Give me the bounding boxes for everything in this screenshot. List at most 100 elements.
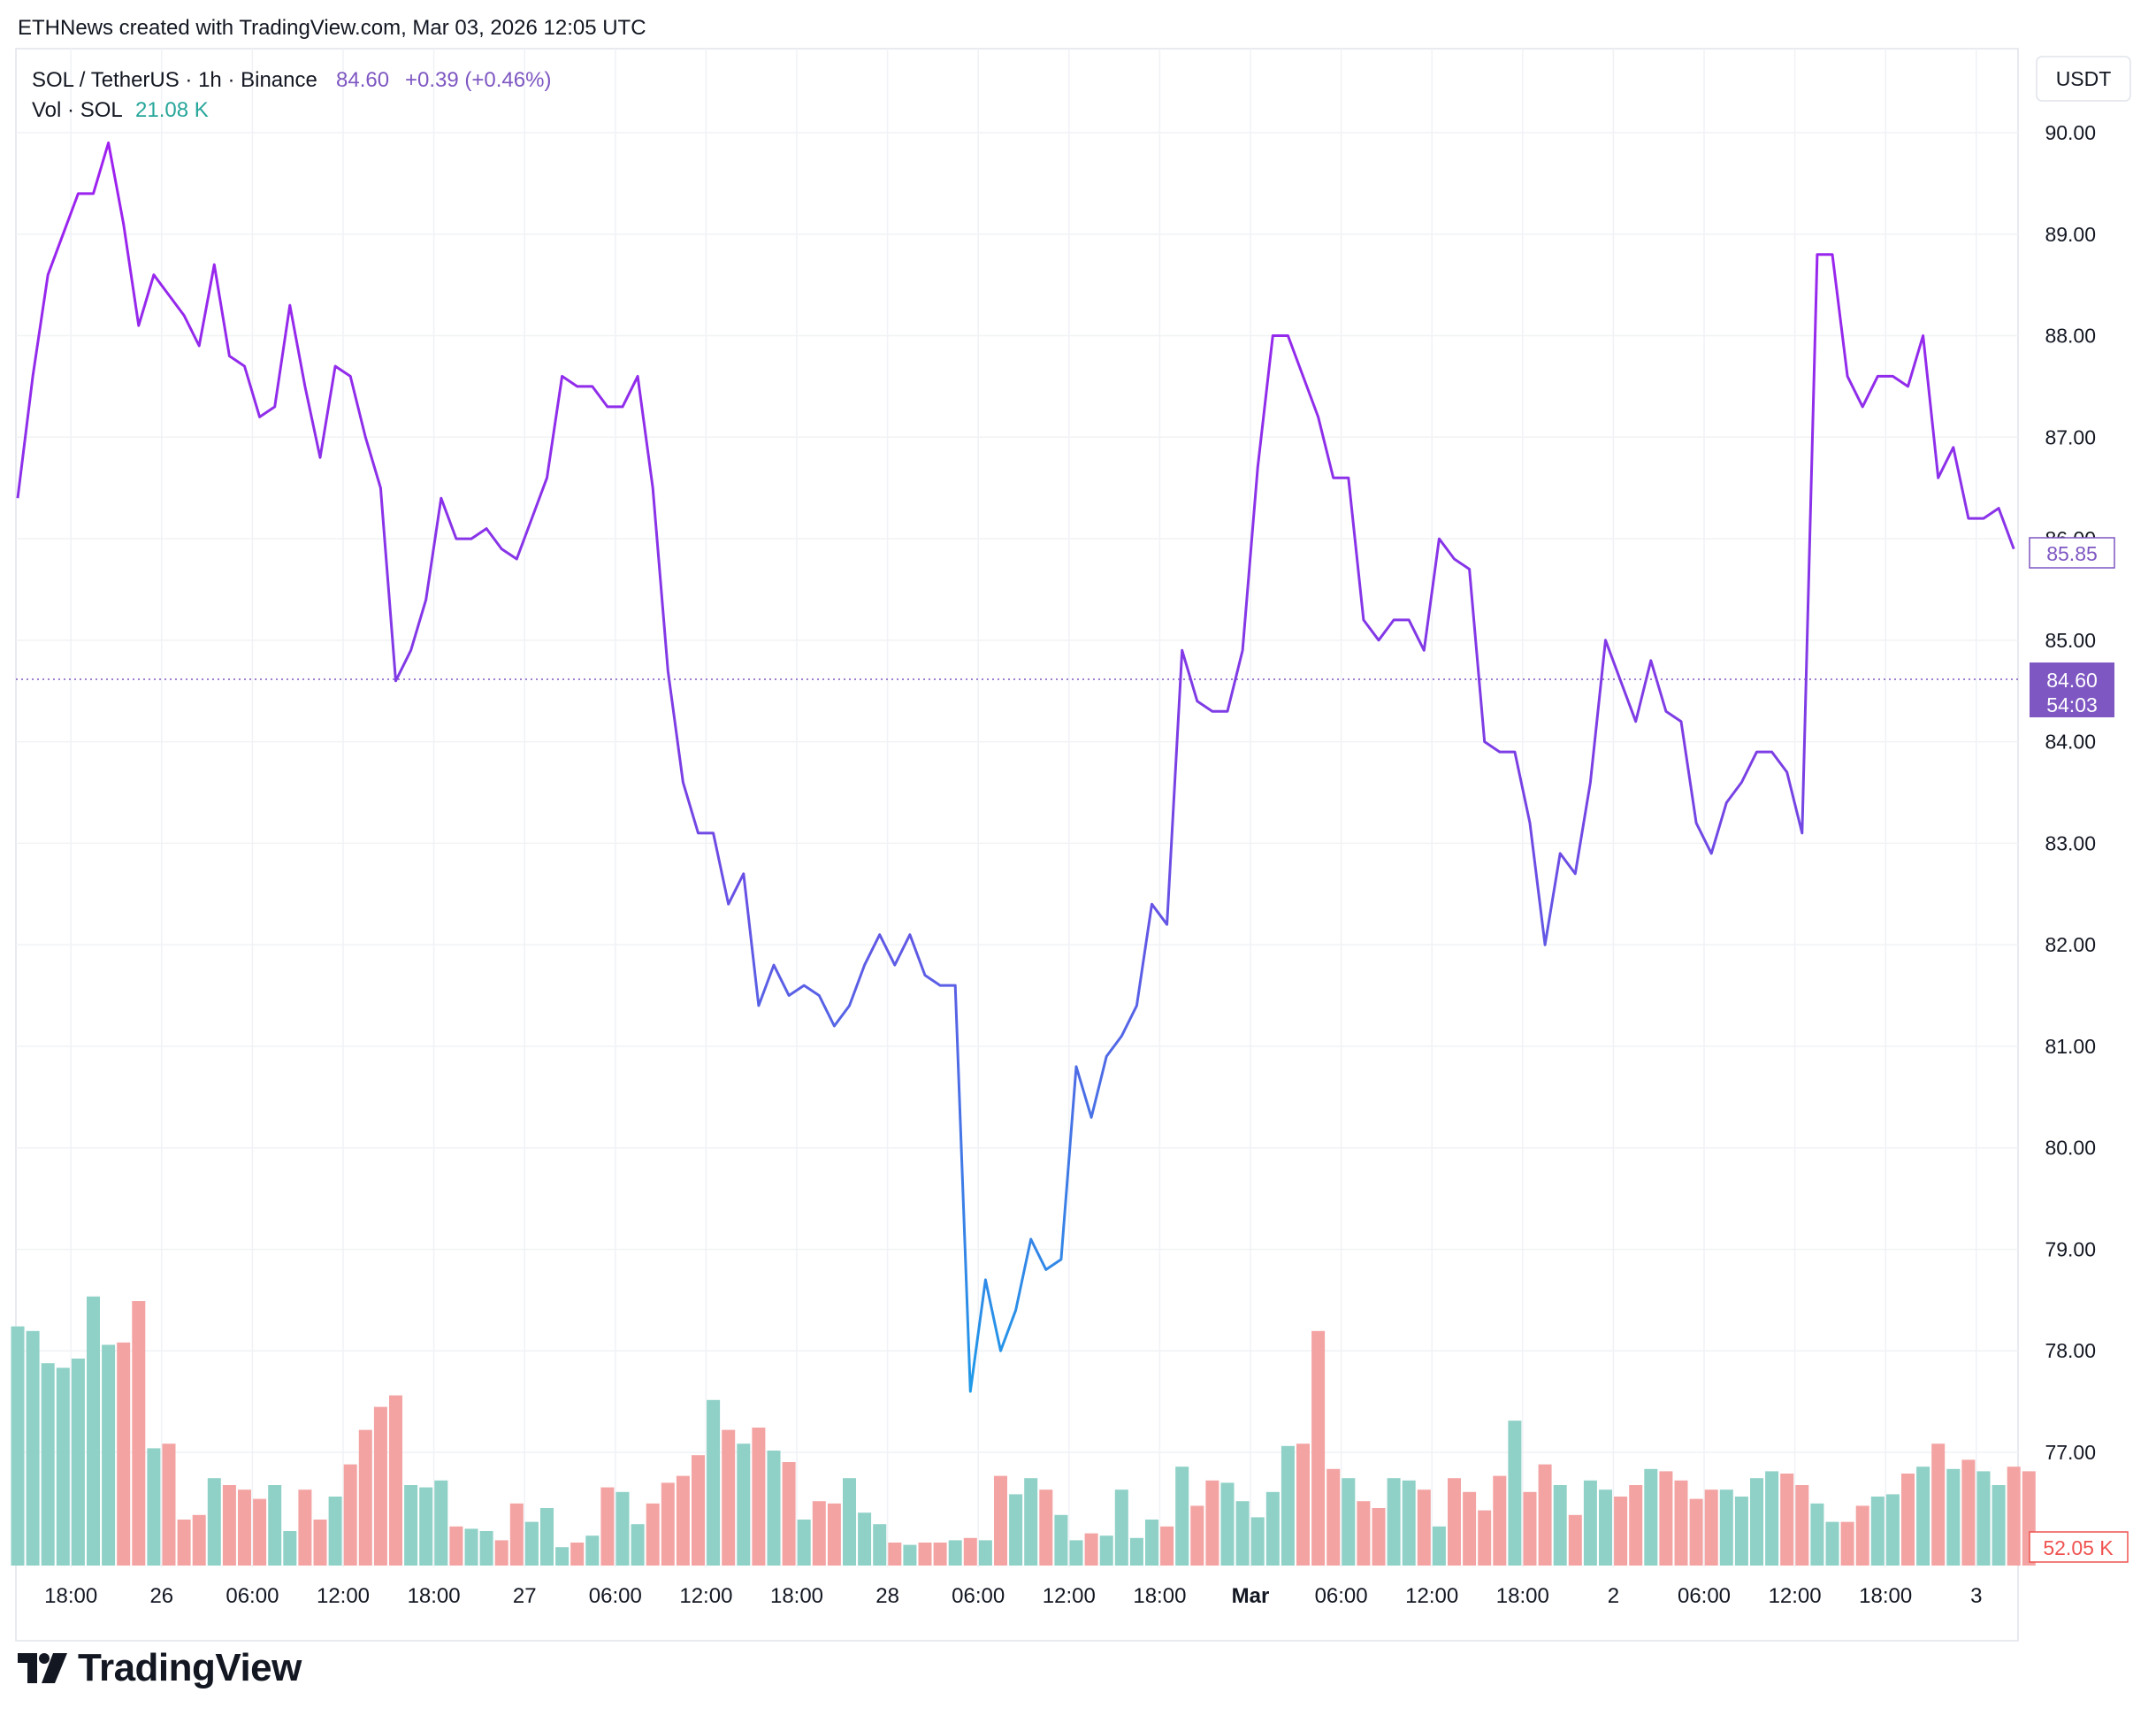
tradingview-logo-icon — [18, 1653, 67, 1683]
volume-bar — [1961, 1459, 1976, 1566]
volume-bar — [464, 1528, 478, 1566]
volume-bar — [1175, 1466, 1189, 1566]
volume-bar — [343, 1464, 357, 1566]
volume-bar — [812, 1501, 826, 1566]
x-tick-label: 18:00 — [408, 1584, 461, 1608]
volume-bar — [1599, 1489, 1612, 1566]
x-tick-label: 2 — [1608, 1584, 1619, 1608]
volume-bar — [11, 1326, 25, 1566]
y-tick-label: 88.00 — [2045, 325, 2096, 348]
y-tick-label: 90.00 — [2045, 121, 2096, 144]
volume-bar — [1342, 1478, 1356, 1566]
volume-bar — [1311, 1330, 1326, 1566]
volume-bar — [570, 1543, 585, 1566]
volume-bar — [1644, 1468, 1658, 1566]
x-tick-label: 18:00 — [44, 1584, 97, 1608]
last-price-label: 84.60 — [336, 68, 389, 92]
volume-bar — [162, 1443, 176, 1566]
volume-bar — [524, 1521, 539, 1566]
y-tick-label: 87.00 — [2045, 425, 2096, 448]
volume-bar — [1976, 1471, 1991, 1566]
volume-bar — [1946, 1468, 1961, 1566]
volume-bar — [1931, 1443, 1946, 1566]
volume-bar — [1659, 1471, 1673, 1566]
volume-bar — [117, 1342, 131, 1566]
volume-bar — [283, 1531, 297, 1566]
volume-legend-label: Vol · SOL — [32, 98, 123, 122]
volume-bar — [1448, 1478, 1461, 1566]
volume-bar — [222, 1485, 236, 1566]
price-line — [16, 142, 2015, 1393]
y-tick-label: 83.00 — [2045, 831, 2096, 854]
volume-bar — [1296, 1443, 1310, 1566]
volume-bar — [1810, 1503, 1824, 1566]
volume-value-tag: 52.05 K — [2029, 1531, 2129, 1563]
x-tick-label: 12:00 — [1405, 1584, 1458, 1608]
x-tick-label: 06:00 — [952, 1584, 1005, 1608]
volume-bar — [888, 1543, 902, 1566]
x-tick-label: 18:00 — [1133, 1584, 1186, 1608]
volume-bar — [1704, 1489, 1718, 1566]
volume-bar — [1795, 1485, 1809, 1566]
volume-bar — [1220, 1482, 1235, 1566]
volume-bar — [1629, 1485, 1643, 1566]
x-tick-label: 06:00 — [589, 1584, 642, 1608]
volume-bar — [102, 1344, 116, 1566]
volume-bar — [404, 1485, 418, 1566]
x-tick-label: 12:00 — [1769, 1584, 1822, 1608]
x-tick-label: 28 — [875, 1584, 899, 1608]
tradingview-logo[interactable]: TradingView — [18, 1646, 302, 1689]
y-tick-label: 77.00 — [2045, 1441, 2096, 1464]
last-value-tag: 85.85 — [2029, 537, 2115, 569]
volume-bar — [1417, 1489, 1431, 1566]
volume-bar — [1129, 1537, 1143, 1566]
volume-bar — [1780, 1474, 1794, 1566]
volume-bar — [1069, 1540, 1083, 1566]
volume-bar — [41, 1363, 55, 1566]
volume-bar — [1523, 1491, 1537, 1566]
volume-bar — [1719, 1489, 1733, 1566]
x-tick-label: 12:00 — [679, 1584, 732, 1608]
volume-bar — [903, 1544, 917, 1566]
x-tick-label: 3 — [1970, 1584, 1982, 1608]
x-tick-label: 26 — [149, 1584, 173, 1608]
y-tick-label: 78.00 — [2045, 1339, 2096, 1362]
volume-bar — [358, 1429, 372, 1566]
volume-bar — [1326, 1468, 1341, 1566]
volume-bar — [509, 1503, 524, 1566]
volume-bar — [26, 1330, 40, 1566]
volume-bar — [873, 1524, 887, 1566]
volume-bar — [1160, 1526, 1174, 1566]
volume-bar — [1553, 1485, 1567, 1566]
volume-bar — [1568, 1514, 1582, 1566]
volume-bar — [1281, 1445, 1295, 1566]
x-tick-label: 06:00 — [1678, 1584, 1731, 1608]
volume-bar — [1250, 1517, 1265, 1566]
volume-bar — [298, 1489, 312, 1566]
volume-bar — [1009, 1494, 1023, 1566]
volume-bar — [1372, 1508, 1386, 1566]
currency-button[interactable]: USDT — [2036, 56, 2131, 102]
volume-bar — [253, 1498, 267, 1566]
volume-bar — [661, 1482, 675, 1566]
volume-bar — [994, 1475, 1007, 1566]
volume-bar — [192, 1514, 206, 1566]
change-label: +0.39 (+0.46%) — [405, 68, 551, 92]
volume-bar — [1508, 1421, 1522, 1566]
volume-bar — [1674, 1480, 1688, 1566]
tradingview-logo-wordmark: TradingView — [78, 1646, 302, 1689]
volume-bar — [1901, 1474, 1915, 1566]
volume-bar — [1870, 1497, 1885, 1566]
volume-bar — [631, 1524, 645, 1566]
volume-bar — [1840, 1521, 1854, 1566]
volume-bar — [1054, 1514, 1068, 1566]
x-tick-label: 12:00 — [1043, 1584, 1096, 1608]
volume-bar — [948, 1540, 962, 1566]
x-tick-label: Mar — [1232, 1584, 1270, 1608]
y-tick-label: 85.00 — [2045, 629, 2096, 652]
y-tick-label: 82.00 — [2045, 933, 2096, 956]
y-tick-label: 79.00 — [2045, 1237, 2096, 1260]
volume-bar — [1114, 1489, 1128, 1566]
volume-bar — [540, 1508, 554, 1566]
